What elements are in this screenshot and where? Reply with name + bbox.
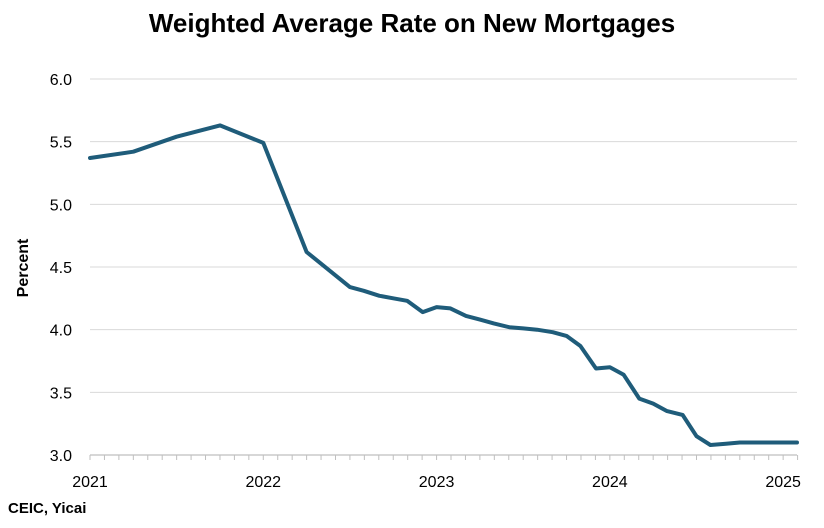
source-note: CEIC, Yicai [8,500,87,517]
series-line [88,123,799,447]
x-tick-label: 2022 [245,474,281,491]
x-tick-label: 2025 [765,474,801,491]
y-tick-label: 5.5 [50,135,72,152]
chart-title: Weighted Average Rate on New Mortgages [148,8,676,38]
y-tick-label: 4.0 [50,323,72,340]
x-tick-label: 2024 [592,474,628,491]
x-tick-label: 2021 [72,474,108,491]
y-tick-label: 4.5 [50,260,72,277]
y-tick-label: 5.0 [50,197,72,214]
y-tick-label: 3.0 [50,448,72,465]
x-tick-label: 2023 [419,474,455,491]
y-tick-label: 6.0 [50,72,72,89]
y-tick-label: 3.5 [50,385,72,402]
